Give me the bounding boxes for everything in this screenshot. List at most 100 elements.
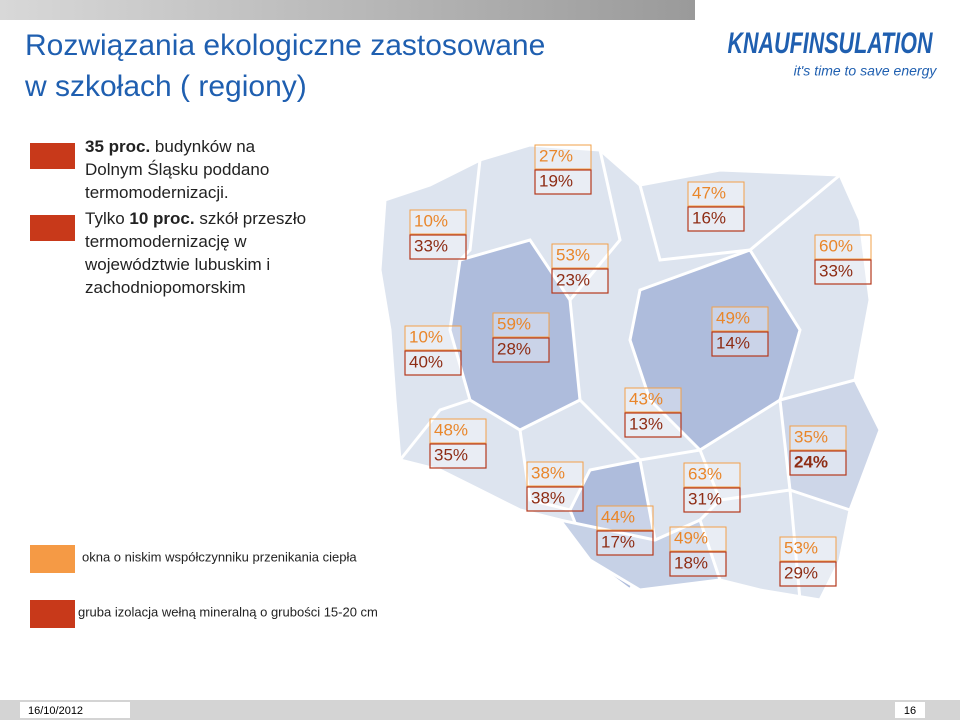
region-bottom-box xyxy=(789,450,847,476)
legend-label: gruba izolacja wełną mineralną o grubośc… xyxy=(78,604,378,619)
bullet-swatch xyxy=(30,215,75,241)
bullet-line: termomodernizację w xyxy=(85,232,247,251)
region-border xyxy=(568,149,622,301)
region-bottom-value: 13% xyxy=(629,414,663,433)
region-bottom-box xyxy=(534,169,592,195)
bullet-text: termomodernizację w xyxy=(85,232,247,251)
footer-date-box xyxy=(20,702,130,718)
region-top-value: 53% xyxy=(556,245,590,264)
region-top-box xyxy=(534,144,592,170)
region-top-box xyxy=(683,462,741,488)
region-top-value: 10% xyxy=(414,211,448,230)
bullet-text: szkół przeszło xyxy=(195,209,306,228)
region-top-box xyxy=(409,209,467,235)
region-top-value: 49% xyxy=(674,528,708,547)
region-bottom-box xyxy=(779,561,837,587)
region-top-box xyxy=(492,312,550,338)
region-top-box xyxy=(669,526,727,552)
bullet-line: 35 proc. budynków na xyxy=(85,137,256,156)
region-bottom-box xyxy=(404,350,462,376)
map xyxy=(378,143,882,602)
region-bottom-box xyxy=(492,337,550,363)
footer-date: 16/10/2012 xyxy=(28,705,83,717)
region-top-box xyxy=(779,536,837,562)
region-shape xyxy=(778,378,882,512)
region-top-box xyxy=(814,234,872,260)
bullet-line: termomodernizacji. xyxy=(85,183,229,202)
region-top-box xyxy=(711,306,769,332)
region-top-value: 27% xyxy=(539,146,573,165)
title-line: Rozwiązania ekologiczne zastosowane xyxy=(25,29,545,62)
region-border xyxy=(398,398,471,461)
logo-brand: KNAUFINSULATION xyxy=(728,27,934,60)
region-bottom-value: 40% xyxy=(409,352,443,371)
bullet-text: budynków na xyxy=(150,137,255,156)
region-top-value: 38% xyxy=(531,463,565,482)
region-bottom-box xyxy=(551,268,609,294)
region-bottom-value: 33% xyxy=(819,261,853,280)
footer-page-box xyxy=(895,702,925,718)
region-top-value: 48% xyxy=(434,420,468,439)
region-bottom-value: 24% xyxy=(794,452,828,471)
bullet-swatch xyxy=(30,143,75,169)
region-bottom-box xyxy=(526,486,584,512)
region-top-value: 47% xyxy=(692,183,726,202)
region-border xyxy=(638,173,841,262)
region-top-box xyxy=(526,461,584,487)
region-bottom-box xyxy=(409,234,467,260)
region-border xyxy=(518,429,571,512)
region-bottom-box xyxy=(814,259,872,285)
bullet-line: Dolnym Śląsku poddano xyxy=(85,160,269,179)
top-bar xyxy=(0,0,695,20)
region-top-value: 10% xyxy=(409,327,443,346)
region-top-box xyxy=(429,418,487,444)
legend-label: okna o niskim współczynniku przenikania … xyxy=(82,549,357,564)
bullet-text: zachodniopomorskim xyxy=(85,278,246,297)
region-top-value: 53% xyxy=(784,538,818,557)
region-bottom-value: 18% xyxy=(674,553,708,572)
bullet-text: termomodernizacji. xyxy=(85,183,229,202)
region-top-value: 49% xyxy=(716,308,750,327)
region-bottom-value: 29% xyxy=(784,563,818,582)
region-shape xyxy=(448,238,582,432)
region-bottom-value: 16% xyxy=(692,208,726,227)
region-bottom-box xyxy=(596,530,654,556)
region-bottom-value: 38% xyxy=(531,488,565,507)
region-bottom-box xyxy=(624,412,682,438)
legend-swatch xyxy=(30,545,75,573)
region-top-box xyxy=(687,181,745,207)
bullet-text: województwie lubuskim i xyxy=(84,255,270,274)
region-top-value: 35% xyxy=(794,427,828,446)
region-top-box xyxy=(596,505,654,531)
region-bottom-value: 17% xyxy=(601,532,635,551)
region-top-box xyxy=(404,325,462,351)
region-bottom-value: 23% xyxy=(556,270,590,289)
region-bottom-value: 28% xyxy=(497,339,531,358)
region-border xyxy=(458,159,482,262)
region-top-value: 44% xyxy=(601,507,635,526)
bullet-text: 35 proc. xyxy=(85,137,150,156)
bullet-line: Tylko 10 proc. szkół przeszło xyxy=(85,209,306,228)
region-bottom-value: 19% xyxy=(539,171,573,190)
title-line: w szkołach ( regiony) xyxy=(24,70,307,103)
region-border xyxy=(719,488,802,601)
footer-bar xyxy=(0,700,960,720)
region-shape xyxy=(628,248,802,452)
region-top-box xyxy=(551,243,609,269)
region-bottom-value: 14% xyxy=(716,333,750,352)
region-border xyxy=(578,398,722,522)
bullet-line: województwie lubuskim i xyxy=(84,255,270,274)
region-bottom-box xyxy=(429,443,487,469)
region-top-value: 63% xyxy=(688,464,722,483)
region-top-value: 60% xyxy=(819,236,853,255)
region-top-value: 43% xyxy=(629,389,663,408)
region-bottom-box xyxy=(669,551,727,577)
region-bottom-value: 31% xyxy=(688,489,722,508)
bullet-line: zachodniopomorskim xyxy=(85,278,246,297)
region-top-box xyxy=(789,425,847,451)
legend-swatch xyxy=(30,600,75,628)
region-bottom-box xyxy=(683,487,741,513)
bullet-text: Dolnym Śląsku poddano xyxy=(85,160,269,179)
bullet-text: 10 proc. xyxy=(129,209,194,228)
